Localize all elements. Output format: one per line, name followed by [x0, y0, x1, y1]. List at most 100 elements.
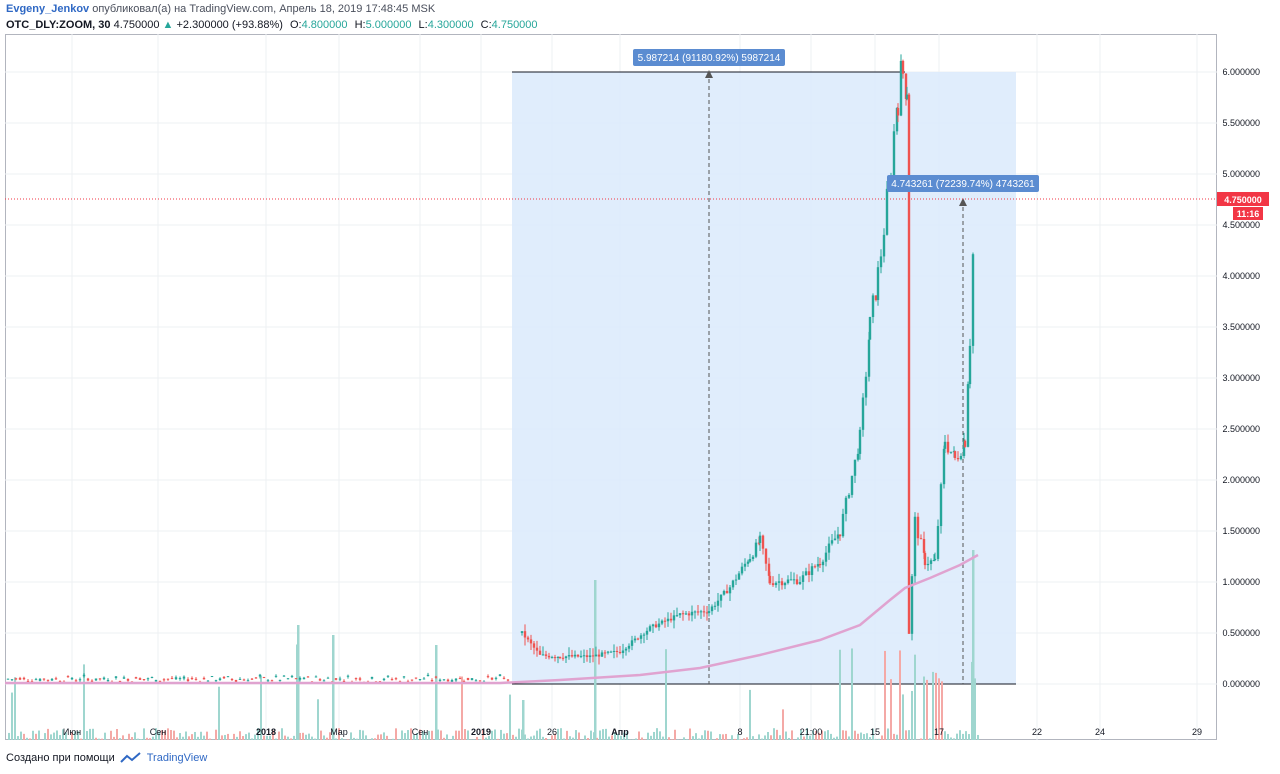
author-link[interactable]: Evgeny_Jenkov	[6, 3, 90, 15]
candle-body	[963, 440, 967, 447]
volume-bar	[452, 735, 454, 740]
volume-bar	[206, 731, 208, 740]
volume-bar	[605, 728, 607, 740]
candle-body	[871, 295, 875, 318]
candle-body	[498, 674, 502, 677]
candle-body	[710, 606, 714, 612]
candle-body	[905, 94, 909, 99]
volume-bar	[323, 735, 325, 740]
volume-bar	[191, 734, 193, 740]
candle-body	[725, 591, 729, 594]
candle-body	[242, 679, 246, 681]
price-badge-text: 4.750000	[1224, 195, 1262, 205]
volume-bar	[959, 730, 961, 740]
volume-bar	[122, 735, 124, 740]
volume-bar	[800, 729, 802, 740]
candle-body	[262, 677, 266, 679]
candle-body	[90, 680, 94, 682]
volume-bar	[353, 737, 355, 740]
volume-bar	[533, 735, 535, 740]
candle-body	[630, 640, 634, 646]
candle-body	[754, 542, 758, 557]
volume-bar	[788, 737, 790, 740]
volume-bar	[293, 735, 295, 740]
tradingview-link[interactable]: TradingView	[146, 752, 208, 764]
volume-bar	[20, 731, 22, 740]
volume-bar	[80, 738, 82, 740]
volume-bar	[905, 730, 907, 740]
volume-bar	[953, 738, 955, 740]
volume-bar	[485, 737, 487, 740]
candle-body	[22, 677, 26, 680]
candle-body	[346, 675, 350, 677]
candle-body	[418, 679, 422, 681]
candle-body	[322, 680, 326, 682]
volume-bar	[65, 732, 67, 740]
volume-bar	[965, 731, 967, 740]
candle-body	[134, 677, 138, 679]
volume-bar	[857, 733, 859, 740]
candle-body	[458, 678, 462, 680]
candle-body	[633, 638, 637, 641]
candle-body	[594, 654, 598, 657]
volume-bar	[257, 728, 259, 740]
high-label: H:	[354, 19, 366, 31]
candle-body	[18, 677, 22, 680]
candle-body	[178, 678, 182, 680]
volume-bar	[893, 733, 895, 740]
candle-body	[422, 678, 426, 680]
volume-bar	[974, 678, 976, 740]
volume-bar	[359, 729, 361, 740]
volume-bar	[482, 728, 484, 740]
symbol-name[interactable]: OTC_DLY:ZOOM, 30	[6, 19, 111, 31]
candle-body	[218, 678, 222, 681]
candle-body	[162, 679, 166, 681]
volume-bar	[635, 738, 637, 740]
volume-spike	[435, 645, 438, 740]
volume-bar	[749, 689, 751, 740]
candle-body	[642, 634, 646, 636]
candle-body	[298, 677, 302, 680]
x-tick-label: Сен	[412, 727, 429, 737]
volume-bar	[977, 734, 979, 740]
candle-body	[78, 679, 82, 681]
volume-bar	[815, 731, 817, 740]
volume-bar	[764, 735, 766, 740]
candle-body	[370, 676, 374, 679]
volume-bar	[83, 664, 85, 740]
candle-body	[946, 441, 950, 453]
candle-body	[705, 612, 709, 614]
candle-body	[146, 678, 150, 680]
volume-bar	[872, 728, 874, 740]
volume-bar	[251, 738, 253, 740]
candle-body	[438, 679, 442, 681]
volume-bar	[602, 729, 604, 740]
high-value: 5.000000	[365, 19, 412, 31]
volume-bar	[395, 728, 397, 740]
candle-body	[807, 571, 811, 576]
volume-bar	[308, 733, 310, 740]
volume-bar	[896, 734, 898, 740]
candle-body	[535, 647, 539, 651]
volume-bar	[62, 729, 64, 740]
volume-bar	[26, 737, 28, 740]
volume-bar	[290, 738, 292, 740]
volume-bar	[329, 732, 331, 740]
volume-bar	[497, 738, 499, 740]
volume-bar	[962, 733, 964, 740]
volume-bar	[365, 735, 367, 740]
volume-bar	[173, 730, 175, 740]
candle-body	[10, 679, 14, 681]
volume-bar	[656, 728, 658, 740]
volume-bar	[608, 736, 610, 740]
candle-body	[154, 679, 158, 682]
candle-body	[174, 677, 178, 680]
candle-body	[494, 677, 498, 679]
candle-body	[813, 566, 817, 568]
volume-bar	[380, 734, 382, 740]
volume-bar	[242, 736, 244, 740]
candle-body	[66, 676, 70, 678]
volume-bar	[143, 728, 145, 740]
candle-body	[621, 650, 625, 654]
